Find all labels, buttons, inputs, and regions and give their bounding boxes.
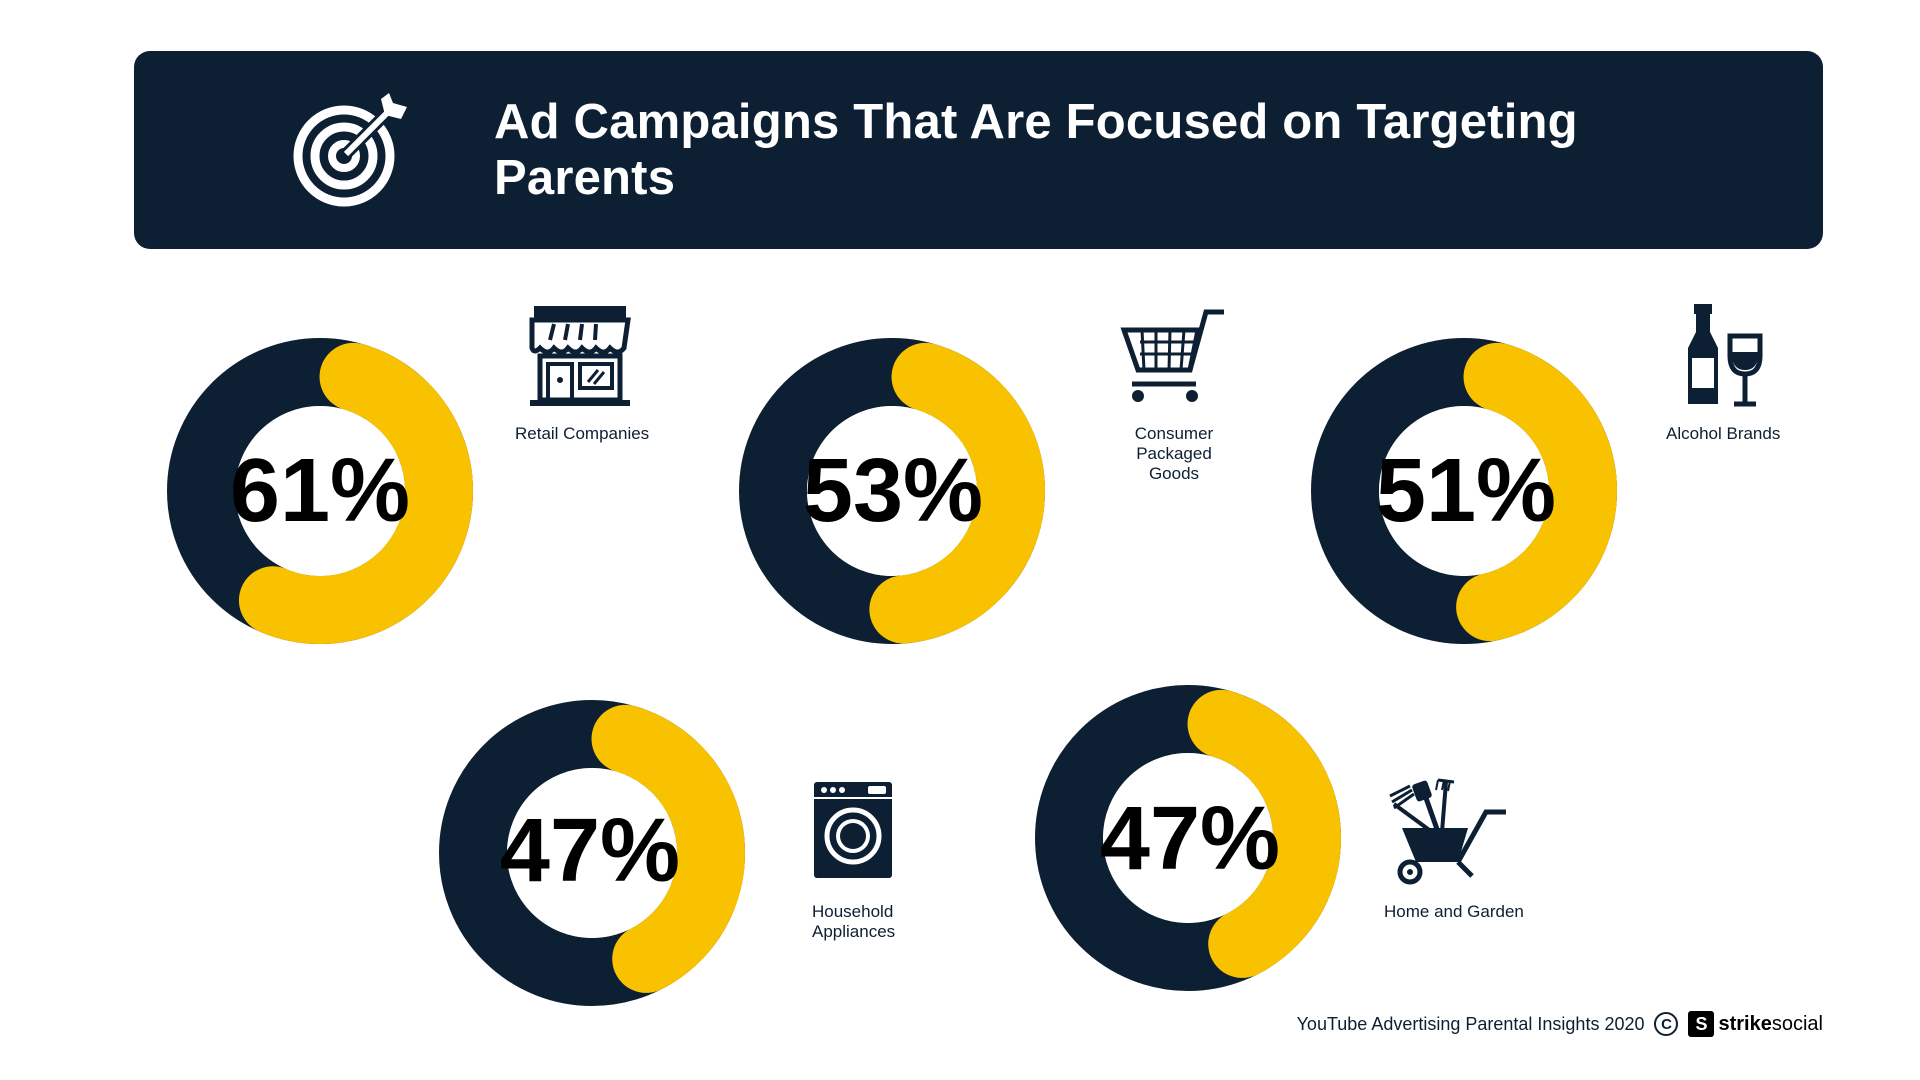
header-banner: Ad Campaigns That Are Focused on Targeti… bbox=[134, 51, 1823, 249]
donut-hole-appliances bbox=[507, 768, 677, 938]
wheelbarrow-tools-icon bbox=[1389, 778, 1506, 885]
category-label-line: Retail Companies bbox=[515, 424, 650, 443]
donut-value-alcohol: 51% bbox=[1375, 441, 1557, 541]
donut-value-cpg: 53% bbox=[802, 441, 984, 541]
storefront-icon bbox=[529, 306, 631, 406]
donut-value-arc-retail bbox=[167, 338, 473, 644]
category-label-line: Alcohol Brands bbox=[1666, 424, 1781, 443]
donut-value-arc-garden bbox=[1035, 685, 1341, 991]
copyright-icon: C bbox=[1654, 1012, 1679, 1036]
donut-hole-retail bbox=[235, 406, 405, 576]
donut-value-retail: 61% bbox=[229, 441, 411, 541]
category-label-line: Consumer Packaged bbox=[1134, 424, 1214, 463]
category-label-line: Goods bbox=[1148, 464, 1200, 483]
category-label-appliances: Household Appliances bbox=[812, 902, 895, 942]
source-text: YouTube Advertising Parental Insights 20… bbox=[1296, 1013, 1645, 1034]
page-title: Ad Campaigns That Are Focused on Targeti… bbox=[494, 95, 1578, 205]
donut-cpg bbox=[739, 338, 1045, 644]
wine-bottle-glass-icon bbox=[1688, 304, 1763, 407]
donut-hole-alcohol bbox=[1379, 406, 1549, 576]
footer: YouTube Advertising Parental Insights 20… bbox=[1297, 1007, 1823, 1041]
donut-appliances bbox=[439, 700, 745, 1006]
donut-value-garden: 47% bbox=[1099, 789, 1281, 889]
category-label-cpg: Consumer Packaged Goods bbox=[1098, 424, 1250, 484]
category-label-line: Home and Garden bbox=[1384, 902, 1524, 921]
donut-value-arc-cpg bbox=[739, 338, 1045, 644]
logo-text-regular: social bbox=[1771, 1012, 1823, 1035]
donut-value-arc-appliances bbox=[439, 700, 745, 1006]
logo-text: strikesocial bbox=[1718, 1013, 1823, 1036]
target-icon bbox=[293, 93, 407, 207]
donut-retail bbox=[167, 338, 473, 644]
category-label-alcohol: Alcohol Brands bbox=[1666, 424, 1780, 444]
shopping-cart-icon bbox=[1120, 309, 1224, 402]
category-label-garden: Home and Garden bbox=[1384, 902, 1524, 922]
logo-text-bold: strike bbox=[1718, 1012, 1772, 1035]
donut-value-appliances: 47% bbox=[499, 801, 681, 901]
washing-machine-icon bbox=[814, 782, 892, 878]
donut-value-arc-alcohol bbox=[1311, 338, 1617, 644]
donut-garden bbox=[1035, 685, 1341, 991]
logo-mark: S bbox=[1688, 1011, 1715, 1037]
donut-hole-cpg bbox=[807, 406, 977, 576]
category-label-line: Appliances bbox=[812, 922, 896, 941]
donut-hole-garden bbox=[1103, 753, 1273, 923]
donut-alcohol bbox=[1311, 338, 1617, 644]
strike-social-logo: S strikesocial bbox=[1688, 1011, 1823, 1037]
category-label-retail: Retail Companies bbox=[515, 424, 649, 444]
category-label-line: Household bbox=[812, 902, 894, 921]
